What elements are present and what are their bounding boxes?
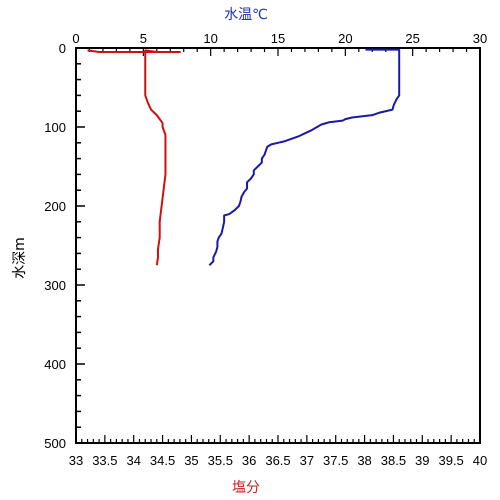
temperature-tick-label: 30	[473, 31, 487, 46]
salinity-tick-label: 33.5	[92, 453, 117, 468]
temperature-profile-line	[208, 48, 401, 266]
temperature-tick-label: 5	[140, 31, 147, 46]
salinity-tick-label: 39	[415, 453, 429, 468]
salinity-tick-label: 36.5	[265, 453, 290, 468]
temperature-tick-label: 0	[72, 31, 79, 46]
temperature-tick-label: 15	[271, 31, 285, 46]
depth-tick-label: 500	[44, 436, 66, 451]
salinity-tick-label: 39.5	[438, 453, 463, 468]
temperature-tick-label: 25	[405, 31, 419, 46]
temperature-tick-label: 10	[203, 31, 217, 46]
salinity-tick-label: 33	[69, 453, 83, 468]
temperature-tick-label: 20	[338, 31, 352, 46]
depth-axis-title: 水深m	[12, 237, 28, 279]
temperature-axis: 0 5 10 15 20 25 30	[72, 31, 487, 56]
series-layer	[87, 48, 401, 266]
salinity-axis-title: 塩分	[232, 480, 260, 496]
depth-tick-label: 300	[44, 278, 66, 293]
salinity-axis: 33 33.5 34 34.5 35 35.5 36 36.5 37 37.5 38 38.5 39 39…	[69, 435, 487, 468]
depth-tick-label: 200	[44, 199, 66, 214]
salinity-tick-label: 35.5	[208, 453, 233, 468]
salinity-profile-line	[87, 49, 181, 266]
salinity-tick-label: 36	[242, 453, 256, 468]
salinity-tick-label: 40	[473, 453, 487, 468]
salinity-tick-label: 38.5	[381, 453, 406, 468]
temperature-axis-title: 水温℃	[224, 7, 268, 23]
salinity-tick-label: 37	[300, 453, 314, 468]
salinity-tick-label: 35	[184, 453, 198, 468]
depth-tick-label: 400	[44, 357, 66, 372]
depth-tick-label: 0	[59, 41, 66, 56]
depth-tick-label: 100	[44, 120, 66, 135]
salinity-tick-label: 34	[126, 453, 140, 468]
depth-axis: 0 100 200 300 400 500	[44, 41, 85, 451]
salinity-tick-label: 38	[357, 453, 371, 468]
salinity-tick-label: 34.5	[150, 453, 175, 468]
salinity-tick-label: 37.5	[323, 453, 348, 468]
